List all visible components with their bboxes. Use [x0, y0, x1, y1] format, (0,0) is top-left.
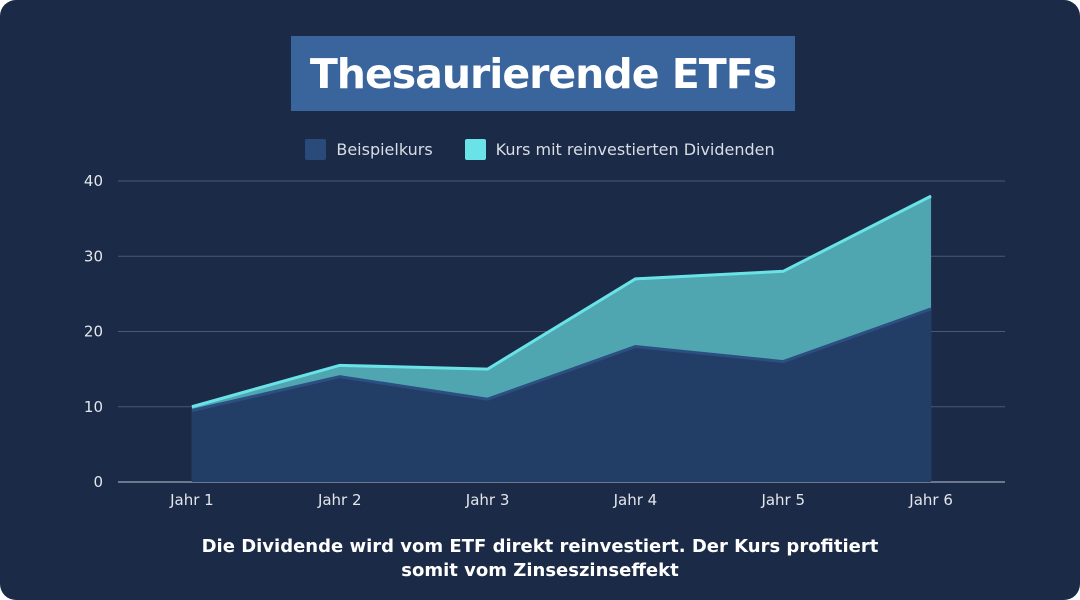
chart-caption: Die Dividende wird vom ETF direkt reinve… — [0, 535, 1080, 583]
legend-label: Beispielkurs — [336, 140, 433, 159]
legend-item-reinvestiert[interactable]: Kurs mit reinvestierten Dividenden — [464, 139, 775, 160]
caption-line-2: somit vom Zinseszinseffekt — [401, 560, 679, 581]
legend-swatch-icon — [464, 139, 486, 160]
y-tick-label: 30 — [84, 247, 103, 265]
chart-title: Thesaurierende ETFs — [309, 49, 777, 98]
y-tick-label: 20 — [84, 323, 103, 341]
y-tick-label: 0 — [93, 473, 103, 491]
y-tick-label: 40 — [84, 172, 103, 190]
x-tick-label: Jahr 3 — [465, 491, 510, 509]
legend-label: Kurs mit reinvestierten Dividenden — [495, 140, 775, 159]
y-tick-label: 10 — [84, 398, 103, 416]
legend-item-beispielkurs[interactable]: Beispielkurs — [305, 139, 433, 160]
chart-legend: Beispielkurs Kurs mit reinvestierten Div… — [0, 139, 1080, 160]
title-banner: Thesaurierende ETFs — [291, 36, 795, 111]
x-tick-label: Jahr 6 — [908, 491, 953, 509]
legend-swatch-icon — [305, 139, 327, 160]
x-tick-label: Jahr 5 — [760, 491, 805, 509]
line-beispielkurs — [191, 307, 932, 412]
area-beispielkurs — [191, 308, 932, 482]
x-tick-label: Jahr 2 — [317, 491, 362, 509]
caption-line-1: Die Dividende wird vom ETF direkt reinve… — [201, 536, 879, 557]
x-tick-label: Jahr 4 — [613, 491, 658, 509]
line-reinvested — [191, 194, 932, 409]
x-tick-label: Jahr 1 — [169, 491, 214, 509]
